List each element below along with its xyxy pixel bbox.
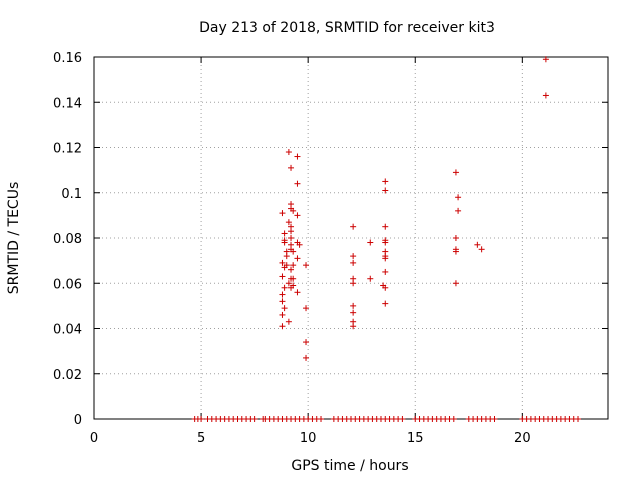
data-point — [294, 153, 301, 160]
data-point — [367, 239, 374, 246]
y-tick-label: 0.16 — [53, 51, 82, 66]
data-point — [382, 268, 389, 275]
data-point — [290, 275, 297, 282]
y-tick-label: 0.04 — [53, 323, 82, 338]
data-point — [478, 246, 485, 253]
data-point — [350, 280, 357, 287]
y-tick-label: 0.1 — [61, 187, 82, 202]
data-point — [382, 255, 389, 262]
tick-labels: 0 5 10 15 20 0 0.02 0.04 0.06 0.08 0.1 0.12 0.14 0.16 — [53, 51, 531, 446]
data-point — [288, 266, 295, 273]
data-point — [251, 416, 258, 422]
data-points — [191, 56, 582, 422]
data-point — [281, 239, 288, 246]
data-point — [350, 253, 357, 260]
data-point — [290, 262, 297, 269]
y-tick-label: 0.06 — [53, 277, 82, 292]
data-point — [285, 149, 292, 156]
y-axis-label: SRMTID / TECUs — [6, 182, 22, 295]
data-point — [285, 318, 292, 325]
data-point — [279, 311, 286, 318]
data-point — [279, 259, 286, 266]
data-point — [450, 416, 457, 422]
data-point — [285, 219, 292, 226]
data-point — [303, 354, 310, 361]
data-point — [382, 239, 389, 246]
data-point — [288, 164, 295, 171]
y-tick-label: 0.12 — [53, 142, 82, 157]
data-point — [279, 273, 286, 280]
x-tick-label: 20 — [514, 431, 531, 446]
data-point — [290, 248, 297, 255]
data-point — [382, 300, 389, 307]
x-axis-label: GPS time / hours — [291, 458, 408, 474]
data-point — [318, 416, 325, 422]
data-point — [542, 56, 549, 63]
x-tick-label: 0 — [90, 431, 98, 446]
data-point — [303, 305, 310, 312]
data-point — [281, 230, 288, 237]
data-point — [455, 194, 462, 201]
data-point — [285, 280, 292, 287]
data-point — [452, 280, 459, 287]
data-point — [279, 210, 286, 217]
data-point — [279, 291, 286, 298]
data-point — [288, 228, 295, 235]
data-point — [350, 223, 357, 230]
data-point — [382, 178, 389, 185]
x-tick-label: 10 — [300, 431, 317, 446]
data-point — [290, 207, 297, 214]
data-point — [452, 248, 459, 255]
data-point — [303, 262, 310, 269]
data-point — [350, 302, 357, 309]
data-point — [542, 92, 549, 99]
x-tick-label: 5 — [197, 431, 205, 446]
y-tick-label: 0.02 — [53, 368, 82, 383]
data-point — [279, 298, 286, 305]
data-point — [283, 262, 290, 269]
data-point — [382, 187, 389, 194]
data-point — [296, 241, 303, 248]
data-point — [294, 212, 301, 219]
data-point — [303, 339, 310, 346]
data-point — [350, 323, 357, 330]
data-point — [288, 235, 295, 241]
data-point — [474, 241, 481, 248]
data-point — [367, 275, 374, 282]
data-point — [455, 207, 462, 214]
data-point — [399, 416, 406, 422]
y-tick-label: 0.14 — [53, 96, 82, 111]
data-point — [281, 305, 288, 312]
data-point — [283, 253, 290, 260]
data-point — [491, 416, 498, 422]
data-point — [198, 416, 205, 422]
data-point — [452, 235, 459, 241]
data-point — [382, 223, 389, 230]
data-point — [350, 259, 357, 266]
y-tick-label: 0 — [74, 413, 82, 428]
y-tick-label: 0.08 — [53, 232, 82, 247]
data-point — [294, 289, 301, 296]
data-point — [382, 284, 389, 291]
chart-title: Day 213 of 2018, SRMTID for receiver kit… — [199, 20, 495, 36]
data-point — [452, 169, 459, 176]
grid — [94, 57, 608, 419]
data-point — [294, 180, 301, 187]
x-tick-label: 15 — [407, 431, 424, 446]
data-point — [294, 255, 301, 262]
data-point — [290, 282, 297, 289]
data-point — [279, 323, 286, 330]
data-point — [281, 284, 288, 291]
data-point — [575, 416, 582, 422]
data-point — [350, 309, 357, 316]
